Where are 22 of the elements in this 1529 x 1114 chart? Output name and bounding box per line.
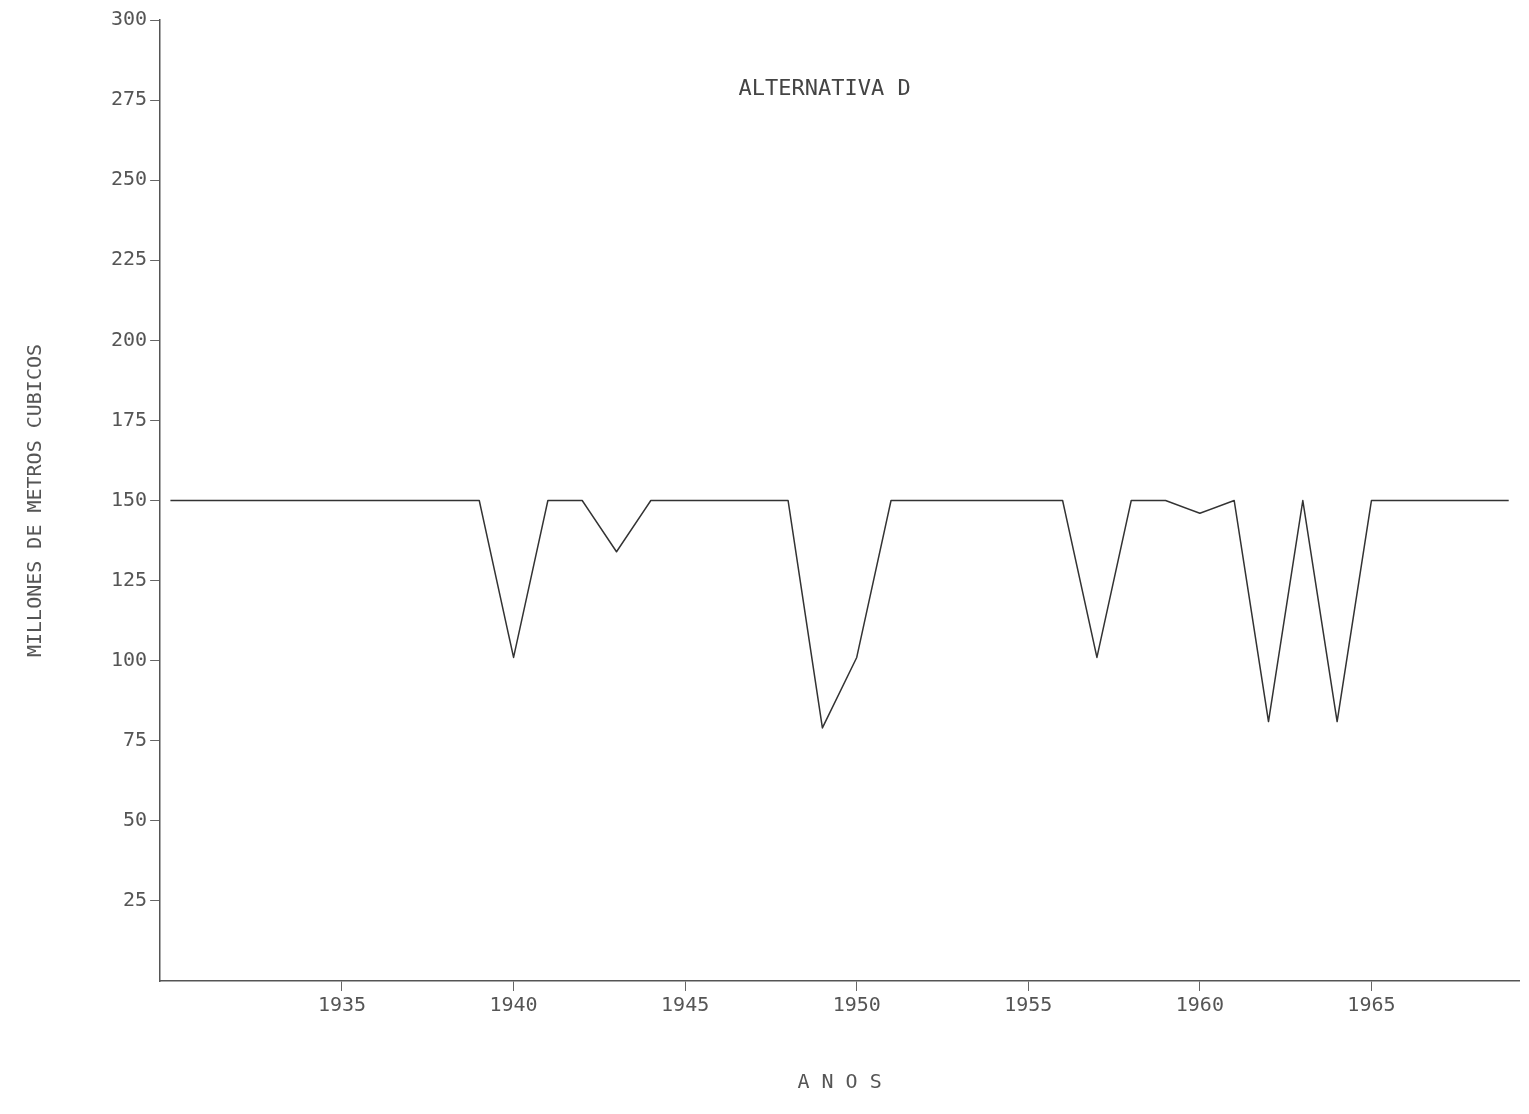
text: ALTERNATIVA D	[738, 75, 911, 100]
y-axis-title: MILLONES DE METROS CUBICOS	[22, 343, 47, 658]
x-tick-label: 1965	[1347, 992, 1396, 1017]
y-tick-label: 175	[111, 406, 148, 431]
x-tick-label: 1940	[489, 992, 538, 1017]
x-tick-label: 1945	[661, 992, 710, 1017]
x-tick-label: 1960	[1175, 992, 1224, 1017]
y-tick-label: 150	[111, 486, 148, 511]
x-tick-label: 1935	[317, 992, 367, 1017]
y-tick-label: 50	[123, 807, 148, 832]
y-tick-label: 225	[111, 246, 148, 271]
y-tick-label: 75	[123, 726, 148, 751]
x-tick-label: 1950	[832, 992, 881, 1017]
y-tick-label: 125	[111, 566, 148, 591]
y-tick-label: 300	[111, 6, 148, 31]
x-tick-label: 1955	[1004, 992, 1053, 1017]
y-tick-label: 200	[111, 326, 148, 351]
y-tick-label: 25	[123, 887, 148, 912]
x-axis-title: A N O S	[797, 1069, 882, 1094]
y-tick-label: 100	[111, 646, 148, 671]
y-tick-label: 250	[111, 166, 148, 191]
y-tick-label: 275	[111, 86, 148, 111]
